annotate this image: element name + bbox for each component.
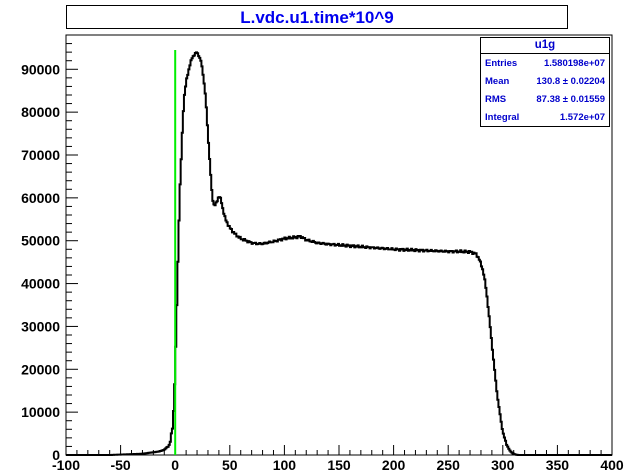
stats-rms-label: RMS (485, 94, 507, 105)
histogram-series (66, 50, 612, 456)
x-tick-label: 350 (546, 457, 570, 473)
y-tick-label: 70000 (21, 147, 60, 163)
stats-entries-label: Entries (485, 58, 518, 69)
stats-rms-value: 87.38 ± 0.01559 (536, 94, 605, 105)
stats-integral-label: Integral (485, 112, 520, 123)
axes: -100 -50 0 50 100 150 200 250 300 350 400 0 10000 200… (21, 34, 624, 473)
y-tick-label: 0 (52, 447, 60, 463)
x-tick-label: 250 (437, 457, 461, 473)
y-tick-label: 50000 (21, 233, 60, 249)
x-tick-label: -100 (52, 457, 80, 473)
stats-box: u1g Entries 1.580198e+07 Mean 130.8 ± 0.… (480, 37, 610, 127)
x-tick-label: 0 (171, 457, 179, 473)
y-tick-label: 40000 (21, 276, 60, 292)
stats-row-rms: RMS 87.38 ± 0.01559 (485, 91, 605, 109)
stats-row-integral: Integral 1.572e+07 (485, 109, 605, 127)
stats-integral-value: 1.572e+07 (559, 112, 605, 123)
y-tick-label: 90000 (21, 61, 60, 77)
x-tick-label: 400 (600, 457, 624, 473)
y-tick-label: 30000 (21, 318, 60, 334)
stats-entries-value: 1.580198e+07 (543, 58, 605, 69)
y-tick-label: 10000 (21, 404, 60, 420)
stats-row-mean: Mean 130.8 ± 0.02204 (485, 73, 605, 91)
x-tick-label: 200 (382, 457, 406, 473)
stats-mean-label: Mean (485, 76, 510, 87)
x-tick-label: 50 (222, 457, 238, 473)
x-tick-label: -50 (110, 457, 130, 473)
chart-title: L.vdc.u1.time*10^9 (66, 5, 568, 29)
x-tick-label: 100 (273, 457, 297, 473)
x-tick-label: 300 (491, 457, 515, 473)
x-tick-label: 150 (327, 457, 351, 473)
y-tick-label: 20000 (21, 361, 60, 377)
stats-row-entries: Entries 1.580198e+07 (485, 55, 605, 73)
y-tick-label: 80000 (21, 104, 60, 120)
stats-histogram-name: u1g (481, 38, 609, 54)
histogram-line (66, 51, 612, 456)
stats-mean-value: 130.8 ± 0.02204 (536, 76, 605, 87)
y-tick-label: 60000 (21, 190, 60, 206)
